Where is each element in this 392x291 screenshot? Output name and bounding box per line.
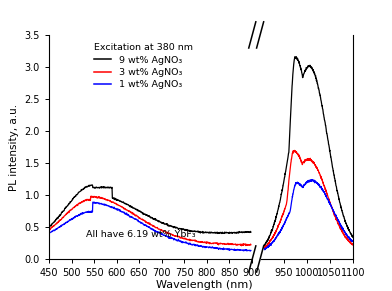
Legend: 9 wt% AgNO₃, 3 wt% AgNO₃, 1 wt% AgNO₃: 9 wt% AgNO₃, 3 wt% AgNO₃, 1 wt% AgNO₃ [90, 40, 197, 93]
Text: All have 6.19 wt% YbF₃: All have 6.19 wt% YbF₃ [85, 230, 195, 239]
Text: Wavelength (nm): Wavelength (nm) [156, 280, 252, 290]
Y-axis label: PL intensity, a.u.: PL intensity, a.u. [9, 103, 19, 191]
